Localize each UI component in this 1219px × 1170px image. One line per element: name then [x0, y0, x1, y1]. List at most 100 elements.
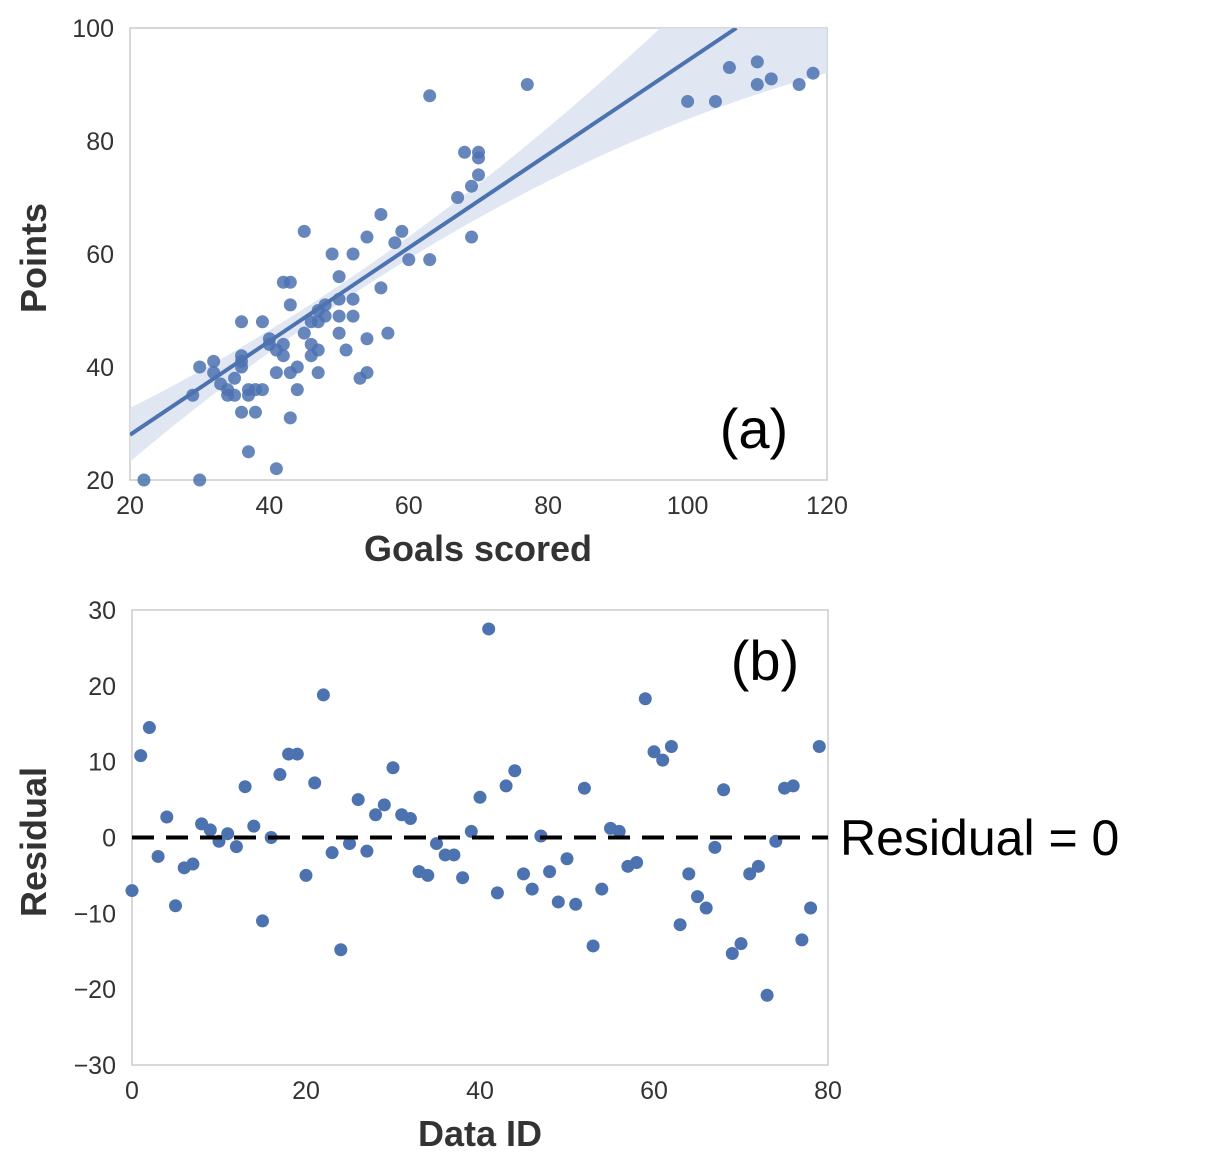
scatter-point — [311, 366, 325, 380]
scatter-point — [339, 343, 353, 357]
x-tick-label: 0 — [125, 1077, 139, 1105]
y-tick-label: −30 — [74, 1052, 116, 1080]
scatter-point — [381, 326, 395, 340]
scatter-point — [751, 859, 765, 873]
scatter-point — [297, 224, 311, 238]
y-tick-label: 20 — [86, 467, 114, 495]
scatter-point — [269, 366, 283, 380]
scatter-point — [273, 768, 287, 782]
scatter-point — [569, 897, 583, 911]
scatter-point — [311, 343, 325, 357]
scatter-point — [456, 871, 470, 885]
panel-label-b: (b) — [731, 629, 799, 692]
x-tick-label: 20 — [292, 1077, 320, 1105]
scatter-point — [207, 354, 221, 368]
scatter-point — [283, 298, 297, 312]
y-tick-label: 0 — [102, 825, 116, 853]
scatter-point — [464, 824, 478, 838]
scatter-point — [560, 852, 574, 866]
scatter-point — [221, 827, 235, 841]
scatter-point — [517, 867, 530, 881]
scatter-point — [682, 867, 696, 881]
scatter-point — [134, 749, 148, 763]
scatter-point — [699, 901, 713, 915]
y-tick-label: 80 — [86, 128, 114, 156]
scatter-point — [290, 383, 304, 397]
scatter-point — [472, 168, 485, 182]
scatter-point — [283, 275, 297, 289]
scatter-point — [490, 886, 504, 900]
scatter-point — [804, 901, 818, 915]
y-ticks-b: 30 20 10 0 −10 −20 −30 — [74, 597, 116, 1080]
scatter-point — [472, 151, 485, 165]
y-tick-label: 10 — [88, 749, 116, 777]
scatter-point — [332, 326, 346, 340]
scatter-point — [247, 819, 261, 833]
scatter-point — [374, 281, 388, 295]
scatter-point — [235, 405, 249, 419]
scatter-point — [465, 179, 479, 193]
scatter-point — [473, 790, 487, 804]
scatter-points-a — [137, 55, 820, 487]
scatter-point — [346, 309, 360, 323]
scatter-point — [186, 857, 200, 871]
scatter-point — [647, 745, 661, 759]
scatter-point — [402, 253, 416, 267]
y-tick-label: 100 — [72, 15, 114, 43]
scatter-point — [125, 884, 139, 898]
scatter-point — [681, 94, 695, 108]
scatter-point — [193, 360, 207, 374]
y-axis-label-b: Residual — [13, 767, 54, 917]
y-tick-label: 30 — [88, 597, 116, 625]
x-tick-label: 40 — [255, 492, 283, 520]
scatter-point — [346, 247, 360, 261]
scatter-point — [577, 781, 591, 795]
scatter-point — [283, 411, 297, 425]
scatter-point — [238, 780, 252, 794]
scatter-point — [447, 848, 461, 862]
scatter-point — [451, 191, 465, 204]
regression-line-path — [130, 28, 738, 437]
scatter-point — [760, 988, 774, 1002]
scatter-point — [299, 868, 313, 882]
scatter-point — [276, 337, 290, 351]
scatter-point — [193, 473, 207, 487]
scatter-point — [586, 939, 600, 953]
scatter-point — [228, 371, 242, 385]
scatter-point — [423, 89, 437, 103]
x-axis-label-a: Goals scored — [364, 528, 592, 569]
scatter-point — [256, 914, 269, 928]
scatter-point — [332, 309, 346, 323]
panel-b: Residual = 0 0 20 40 60 80 3020100−10−20−30 … — [13, 597, 1119, 1154]
scatter-point — [369, 808, 383, 822]
scatter-point — [656, 753, 670, 767]
scatter-point — [151, 849, 165, 863]
scatter-point — [386, 761, 400, 775]
scatter-point — [325, 846, 339, 860]
scatter-point — [297, 326, 311, 340]
scatter-point — [430, 837, 443, 851]
scatter-point — [316, 688, 330, 702]
scatter-point — [806, 66, 820, 80]
scatter-point — [360, 332, 374, 346]
scatter-point — [203, 823, 217, 837]
scatter-point — [786, 779, 800, 793]
scatter-point — [725, 947, 739, 961]
y-tick-label: −20 — [74, 976, 116, 1004]
scatter-point — [395, 224, 409, 238]
scatter-point — [137, 473, 151, 487]
scatter-point — [351, 793, 365, 807]
scatter-point — [722, 61, 736, 75]
scatter-point — [465, 230, 479, 244]
x-tick-label: 60 — [640, 1077, 668, 1105]
scatter-point — [734, 937, 748, 951]
x-tick-label: 80 — [534, 492, 562, 520]
x-axis-label-b: Data ID — [418, 1113, 542, 1154]
scatter-point — [520, 78, 534, 91]
scatter-point — [248, 405, 262, 419]
y-tick-label: 20 — [88, 673, 116, 701]
x-tick-label: 20 — [116, 492, 144, 520]
y-tick-label: 40 — [86, 354, 114, 382]
y-tick-label: 60 — [86, 241, 114, 269]
